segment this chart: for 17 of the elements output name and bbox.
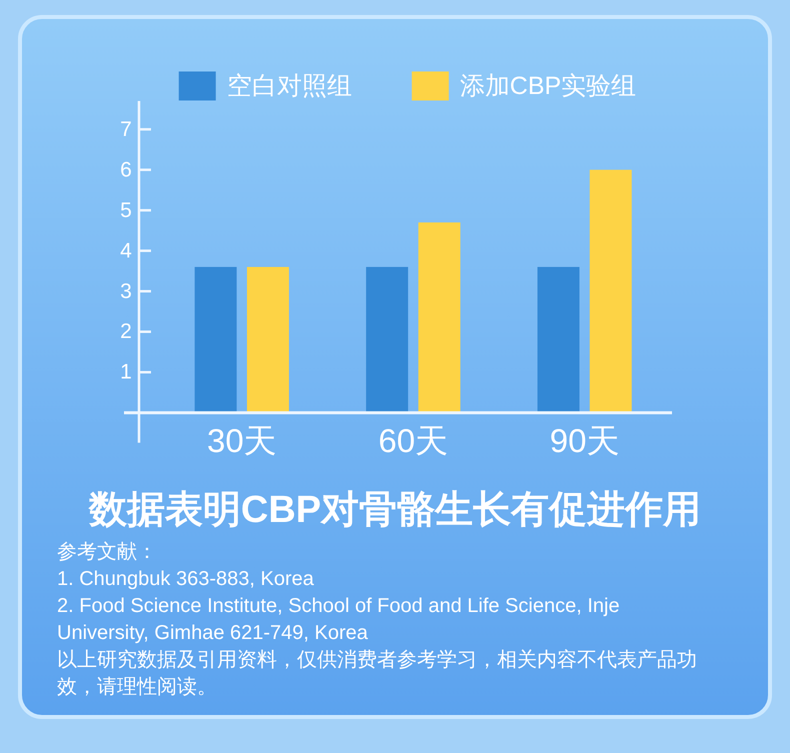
text: 1. Chungbuk 363-883, Korea [57, 567, 315, 592]
y-tick-label: 2 [120, 320, 132, 344]
y-tick-label: 7 [120, 118, 132, 141]
legend-label: 添加CBP实验组 [460, 72, 636, 100]
text: 2. Food Science Institute, School of Food and Life Science, Inje University, Gimhae 621-749, Korea [57, 594, 621, 646]
text: 参考文献： [57, 540, 158, 565]
y-tick-label: 3 [120, 280, 132, 303]
y-tick-label: 6 [120, 158, 132, 182]
y-tick-label: 1 [120, 360, 132, 384]
text: 以上研究数据及引用资料，仅供消费者参考学习，相关内容不代表产品功效，请理性阅读。 [57, 648, 697, 700]
x-tick-label: 90天 [550, 422, 620, 459]
y-tick-label: 4 [120, 239, 132, 262]
legend-label: 空白对照组 [226, 72, 352, 100]
text: 数据表明CBP对骨骼生长有促进作用 [88, 489, 702, 531]
y-tick-label: 5 [120, 198, 132, 222]
x-tick-label: 30天 [206, 422, 277, 459]
x-tick-label: 60天 [378, 422, 448, 459]
